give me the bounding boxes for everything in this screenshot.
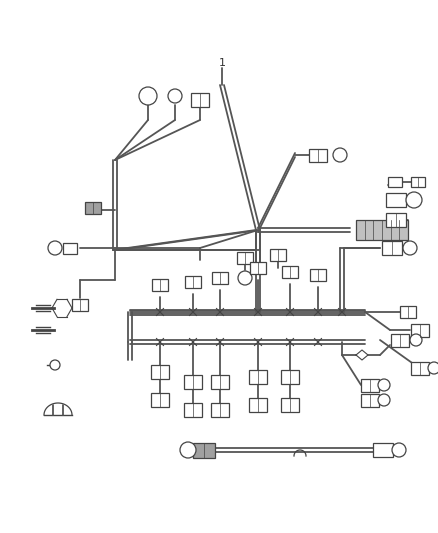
Bar	[249, 370, 267, 384]
Circle shape	[378, 394, 390, 406]
Bar	[184, 403, 202, 417]
Bar	[211, 403, 229, 417]
Bar	[400, 306, 416, 318]
Bar	[250, 262, 266, 274]
Bar	[361, 378, 379, 392]
Circle shape	[48, 241, 62, 255]
Circle shape	[333, 148, 347, 162]
Bar	[388, 177, 402, 187]
Bar	[72, 299, 88, 311]
Circle shape	[180, 442, 196, 458]
Circle shape	[403, 241, 417, 255]
Bar	[212, 272, 228, 284]
Bar	[184, 375, 202, 389]
Bar	[151, 365, 169, 379]
Circle shape	[406, 192, 422, 208]
Circle shape	[428, 362, 438, 374]
Bar	[356, 220, 408, 240]
Bar	[382, 241, 402, 255]
Text: 1: 1	[219, 58, 226, 68]
Bar	[391, 334, 409, 346]
Bar	[281, 398, 299, 412]
Circle shape	[238, 271, 252, 285]
Circle shape	[139, 87, 157, 105]
Bar	[151, 393, 169, 407]
Bar	[281, 370, 299, 384]
Bar	[85, 202, 101, 214]
Bar	[152, 279, 168, 291]
Circle shape	[168, 89, 182, 103]
Circle shape	[50, 360, 60, 370]
Bar	[282, 266, 298, 278]
Bar	[211, 375, 229, 389]
Bar	[411, 324, 429, 336]
Bar	[386, 193, 406, 207]
Bar	[193, 442, 215, 457]
Bar	[237, 252, 253, 264]
Bar	[310, 269, 326, 281]
Bar	[411, 361, 429, 375]
Bar	[185, 276, 201, 288]
Bar	[386, 213, 406, 227]
Bar	[309, 149, 327, 161]
Bar	[373, 443, 393, 457]
Bar	[191, 93, 209, 107]
Bar	[361, 393, 379, 407]
Bar	[411, 177, 425, 187]
Circle shape	[378, 379, 390, 391]
Circle shape	[392, 443, 406, 457]
Bar	[270, 249, 286, 261]
Bar	[63, 243, 77, 254]
Bar	[249, 398, 267, 412]
Circle shape	[410, 334, 422, 346]
